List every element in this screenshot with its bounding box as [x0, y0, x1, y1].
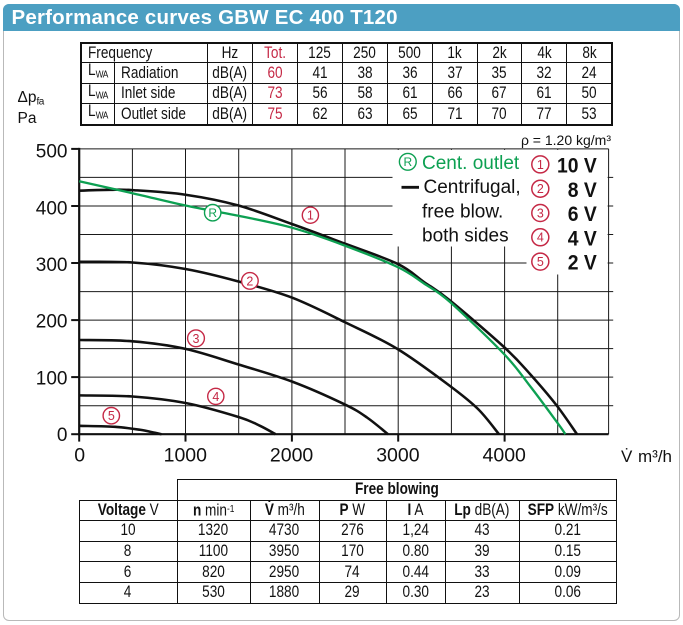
svg-text:3: 3 — [193, 332, 200, 346]
svg-text:300: 300 — [36, 255, 68, 276]
svg-text:0: 0 — [57, 425, 68, 446]
svg-text:1000: 1000 — [164, 444, 208, 466]
svg-text:3: 3 — [537, 206, 544, 220]
svg-text:Centrifugal,: Centrifugal, — [424, 177, 521, 198]
svg-text:5: 5 — [537, 255, 544, 269]
svg-text:V̇ m³/h: V̇ m³/h — [621, 447, 672, 466]
svg-text:2: 2 — [537, 182, 544, 196]
svg-text:R: R — [208, 206, 217, 220]
svg-text:both sides: both sides — [422, 226, 509, 247]
svg-text:1: 1 — [537, 158, 544, 172]
svg-text:4000: 4000 — [483, 444, 527, 466]
svg-text:5: 5 — [108, 409, 115, 423]
svg-text:10 V: 10 V — [557, 154, 597, 178]
svg-text:1: 1 — [307, 209, 314, 223]
svg-text:R: R — [403, 155, 412, 169]
svg-text:500: 500 — [36, 142, 68, 163]
svg-text:4: 4 — [212, 390, 219, 404]
svg-text:100: 100 — [36, 368, 68, 389]
svg-text:Cent. outlet: Cent. outlet — [422, 153, 520, 174]
svg-text:0: 0 — [74, 444, 85, 466]
svg-text:4 V: 4 V — [568, 226, 597, 250]
svg-text:6 V: 6 V — [568, 202, 597, 226]
svg-text:2000: 2000 — [270, 444, 314, 466]
svg-text:400: 400 — [36, 198, 68, 219]
svg-text:3000: 3000 — [376, 444, 420, 466]
svg-text:2 V: 2 V — [568, 251, 597, 275]
svg-text:2: 2 — [246, 274, 253, 288]
svg-text:free blow.: free blow. — [422, 201, 503, 222]
svg-text:4: 4 — [537, 231, 544, 245]
svg-text:200: 200 — [36, 312, 68, 333]
svg-text:8 V: 8 V — [568, 178, 597, 202]
